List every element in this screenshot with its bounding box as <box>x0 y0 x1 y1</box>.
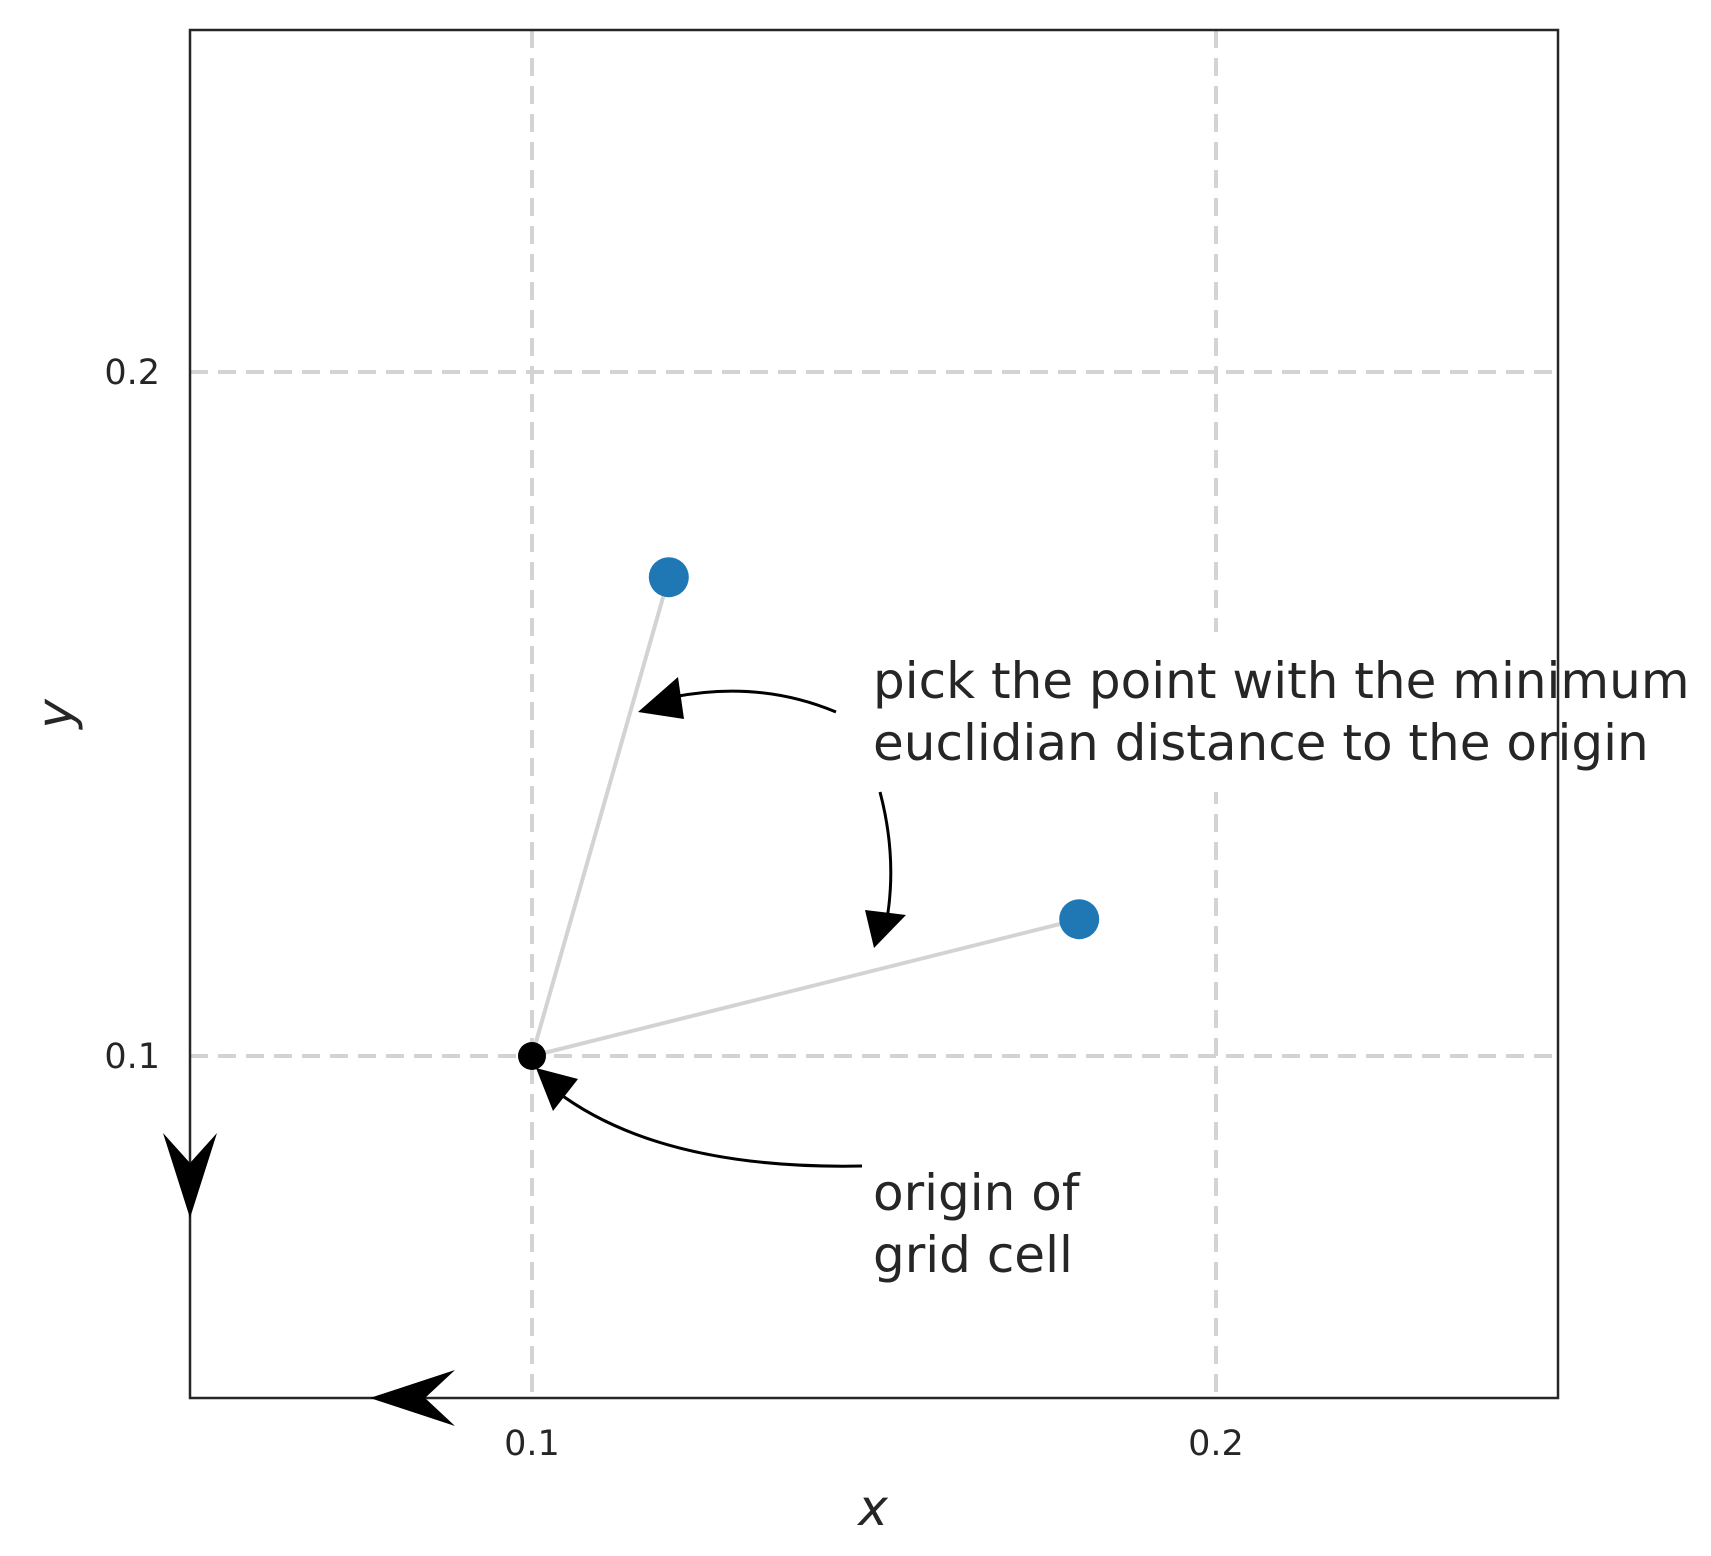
connector-lines <box>530 576 1080 1058</box>
annotation-line: grid cell <box>873 1226 1073 1284</box>
data-point <box>1059 899 1100 940</box>
tick-labels: 0.1 0.2 0.1 0.2 <box>104 353 1244 1464</box>
annotation-arrow-upper <box>638 677 837 719</box>
annotation-min-distance: pick the point with the minimum euclidia… <box>873 652 1705 772</box>
scatter-points <box>518 557 1100 1070</box>
x-spine-arrow-icon <box>370 1370 455 1426</box>
annotation-line: euclidian distance to the origin <box>873 714 1649 772</box>
y-axis-label: y <box>26 698 84 731</box>
y-tick-label: 0.1 <box>104 1037 160 1077</box>
annotation-arrow-origin <box>536 1068 863 1168</box>
x-tick-label: 0.1 <box>504 1424 560 1464</box>
data-point <box>648 557 689 598</box>
arrowhead-icon <box>865 910 906 948</box>
y-tick-label: 0.2 <box>104 353 160 393</box>
arrowhead-icon <box>536 1068 578 1111</box>
annotation-origin: origin of grid cell <box>873 1164 1095 1284</box>
plot-frame <box>188 28 1560 1400</box>
annotation-arrow-lower <box>865 791 906 948</box>
arrowhead-icon <box>638 677 684 719</box>
x-tick-label: 0.2 <box>1188 1424 1244 1464</box>
annotation-backdrop <box>838 632 1558 792</box>
distance-line <box>530 576 671 1057</box>
origin-point <box>518 1042 546 1070</box>
x-axis-label: x <box>856 1479 888 1537</box>
distance-line <box>531 917 1080 1058</box>
annotation-line: pick the point with the minimum <box>873 652 1690 710</box>
annotation-line: origin of <box>873 1164 1081 1222</box>
y-spine-arrow-icon <box>163 1133 217 1218</box>
